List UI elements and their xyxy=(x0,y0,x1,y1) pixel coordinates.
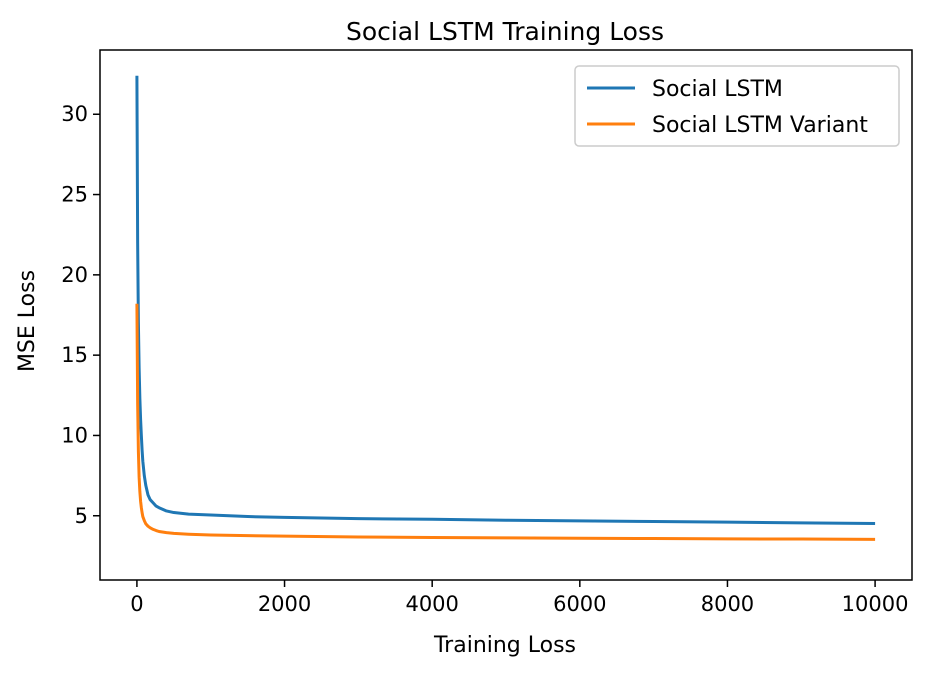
chart-title: Social LSTM Training Loss xyxy=(346,17,664,46)
y-tick-label: 25 xyxy=(61,183,88,207)
legend-label-social-lstm: Social LSTM xyxy=(652,77,783,102)
series-line-social-lstm xyxy=(135,75,876,525)
y-tick-label: 15 xyxy=(61,343,88,367)
axes: 0 2000 4000 6000 8000 10000 5 10 15 20 25 30 xyxy=(61,49,913,616)
y-tick-label: 30 xyxy=(61,102,88,126)
y-tick-label: 20 xyxy=(61,263,88,287)
x-axis-label: Training Loss xyxy=(433,633,576,658)
x-tick-label: 4000 xyxy=(405,592,458,616)
y-axis-label: MSE Loss xyxy=(15,270,40,372)
x-tick-label: 6000 xyxy=(553,592,606,616)
legend-box xyxy=(574,65,900,147)
x-tick-label: 10000 xyxy=(842,592,909,616)
axes-frame xyxy=(99,49,913,581)
x-tick-label: 2000 xyxy=(258,592,311,616)
x-tick-label: 8000 xyxy=(701,592,754,616)
series-line-social-lstm-variant xyxy=(135,303,876,541)
legend: Social LSTM Social LSTM Variant xyxy=(574,65,900,147)
y-tick-label: 5 xyxy=(75,504,88,528)
legend-label-social-lstm-variant: Social LSTM Variant xyxy=(652,113,868,138)
plot-area xyxy=(135,75,876,541)
y-tick-label: 10 xyxy=(61,423,88,447)
x-tick-label: 0 xyxy=(130,592,143,616)
